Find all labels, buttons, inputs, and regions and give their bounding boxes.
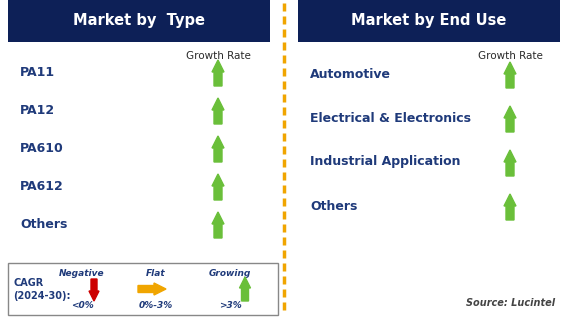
Text: Automotive: Automotive xyxy=(310,68,391,81)
Text: PA612: PA612 xyxy=(20,180,64,193)
Text: PA11: PA11 xyxy=(20,66,55,78)
Text: Growth Rate: Growth Rate xyxy=(478,51,542,61)
FancyArrow shape xyxy=(504,150,516,176)
FancyBboxPatch shape xyxy=(8,263,278,315)
FancyArrow shape xyxy=(89,279,99,301)
Bar xyxy=(298,0,560,42)
FancyArrow shape xyxy=(212,98,224,124)
Text: Flat: Flat xyxy=(146,269,166,278)
Bar xyxy=(8,0,270,42)
Text: Negative: Negative xyxy=(59,269,105,278)
Text: Electrical & Electronics: Electrical & Electronics xyxy=(310,111,471,124)
Text: (2024-30):: (2024-30): xyxy=(13,291,70,301)
FancyArrow shape xyxy=(504,62,516,88)
Text: 0%-3%: 0%-3% xyxy=(139,300,173,309)
Text: Industrial Application: Industrial Application xyxy=(310,156,461,169)
Text: CAGR: CAGR xyxy=(13,278,43,288)
FancyArrow shape xyxy=(212,174,224,200)
Text: PA610: PA610 xyxy=(20,141,64,155)
Text: Market by End Use: Market by End Use xyxy=(352,13,507,28)
FancyArrow shape xyxy=(504,106,516,132)
Text: Growth Rate: Growth Rate xyxy=(186,51,250,61)
Text: Others: Others xyxy=(310,199,357,212)
Text: Others: Others xyxy=(20,218,68,230)
FancyArrow shape xyxy=(138,283,166,295)
FancyArrow shape xyxy=(504,194,516,220)
Text: Market by  Type: Market by Type xyxy=(73,13,205,28)
FancyArrow shape xyxy=(240,277,250,301)
Text: <0%: <0% xyxy=(70,300,93,309)
Text: Growing: Growing xyxy=(209,269,251,278)
Text: Source: Lucintel: Source: Lucintel xyxy=(466,298,555,308)
FancyArrow shape xyxy=(212,136,224,162)
Text: PA12: PA12 xyxy=(20,103,55,116)
Text: >3%: >3% xyxy=(219,300,241,309)
FancyArrow shape xyxy=(212,212,224,238)
FancyArrow shape xyxy=(212,60,224,86)
